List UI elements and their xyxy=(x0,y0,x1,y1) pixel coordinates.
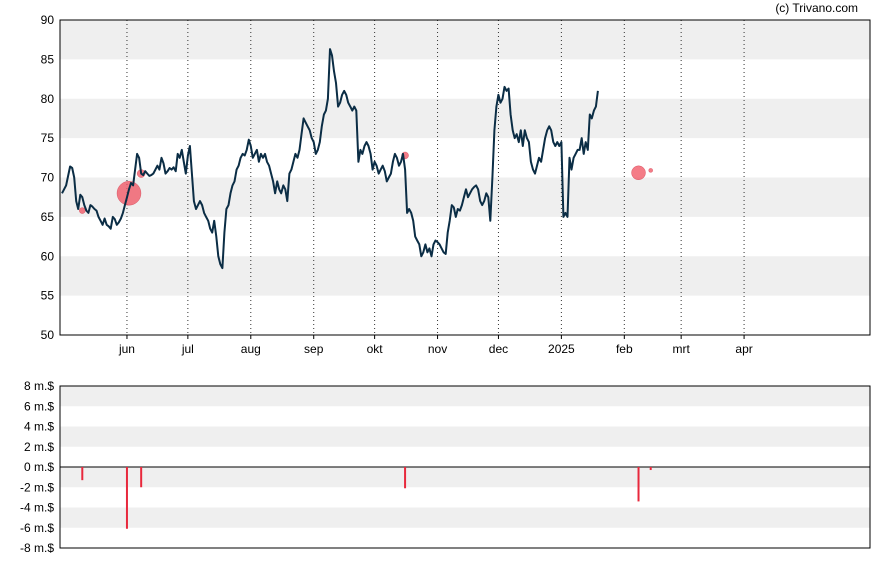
y-tick-label: 80 xyxy=(41,92,55,106)
x-tick-label: okt xyxy=(367,342,384,356)
x-tick-label: sep xyxy=(304,342,324,356)
sub-y-tick-label: 2 m.$ xyxy=(24,440,54,454)
x-tick-label: jun xyxy=(118,342,135,356)
y-tick-label: 75 xyxy=(41,131,55,145)
trade-marker xyxy=(648,168,653,173)
trade-marker xyxy=(79,207,86,214)
y-tick-label: 70 xyxy=(41,171,55,185)
x-tick-label: 2025 xyxy=(548,342,575,356)
y-tick-label: 55 xyxy=(41,289,55,303)
credit-label: (c) Trivano.com xyxy=(775,1,858,15)
sub-y-tick-label: -4 m.$ xyxy=(20,501,54,515)
sub-y-tick-label: -8 m.$ xyxy=(20,541,54,555)
x-tick-label: jul xyxy=(181,342,194,356)
x-tick-label: aug xyxy=(241,342,261,356)
y-tick-label: 85 xyxy=(41,52,55,66)
x-tick-label: dec xyxy=(489,342,508,356)
sub-y-tick-label: 0 m.$ xyxy=(24,460,54,474)
y-tick-label: 65 xyxy=(41,210,55,224)
y-tick-label: 50 xyxy=(41,328,55,342)
sub-grid-band xyxy=(60,386,870,407)
sub-y-tick-label: -6 m.$ xyxy=(20,521,54,535)
x-tick-label: nov xyxy=(428,342,447,356)
sub-grid-band xyxy=(60,507,870,528)
grid-band xyxy=(60,98,870,139)
x-tick-label: apr xyxy=(735,342,752,356)
grid-band xyxy=(60,20,870,60)
sub-y-tick-label: 8 m.$ xyxy=(24,379,54,393)
sub-grid-band xyxy=(60,467,870,488)
sub-y-tick-label: 4 m.$ xyxy=(24,420,54,434)
sub-y-tick-label: 6 m.$ xyxy=(24,399,54,413)
trade-marker xyxy=(631,165,646,181)
main-plot-frame xyxy=(59,19,871,336)
sub-grid-band xyxy=(60,426,870,447)
y-tick-label: 60 xyxy=(41,249,55,263)
price-series-line xyxy=(61,48,599,270)
grid-band xyxy=(60,256,870,296)
sub-y-tick-label: -2 m.$ xyxy=(20,480,54,494)
grid-band xyxy=(60,177,870,217)
y-tick-label: 90 xyxy=(41,13,55,27)
x-tick-label: mrt xyxy=(672,342,690,356)
x-tick-label: feb xyxy=(616,342,633,356)
